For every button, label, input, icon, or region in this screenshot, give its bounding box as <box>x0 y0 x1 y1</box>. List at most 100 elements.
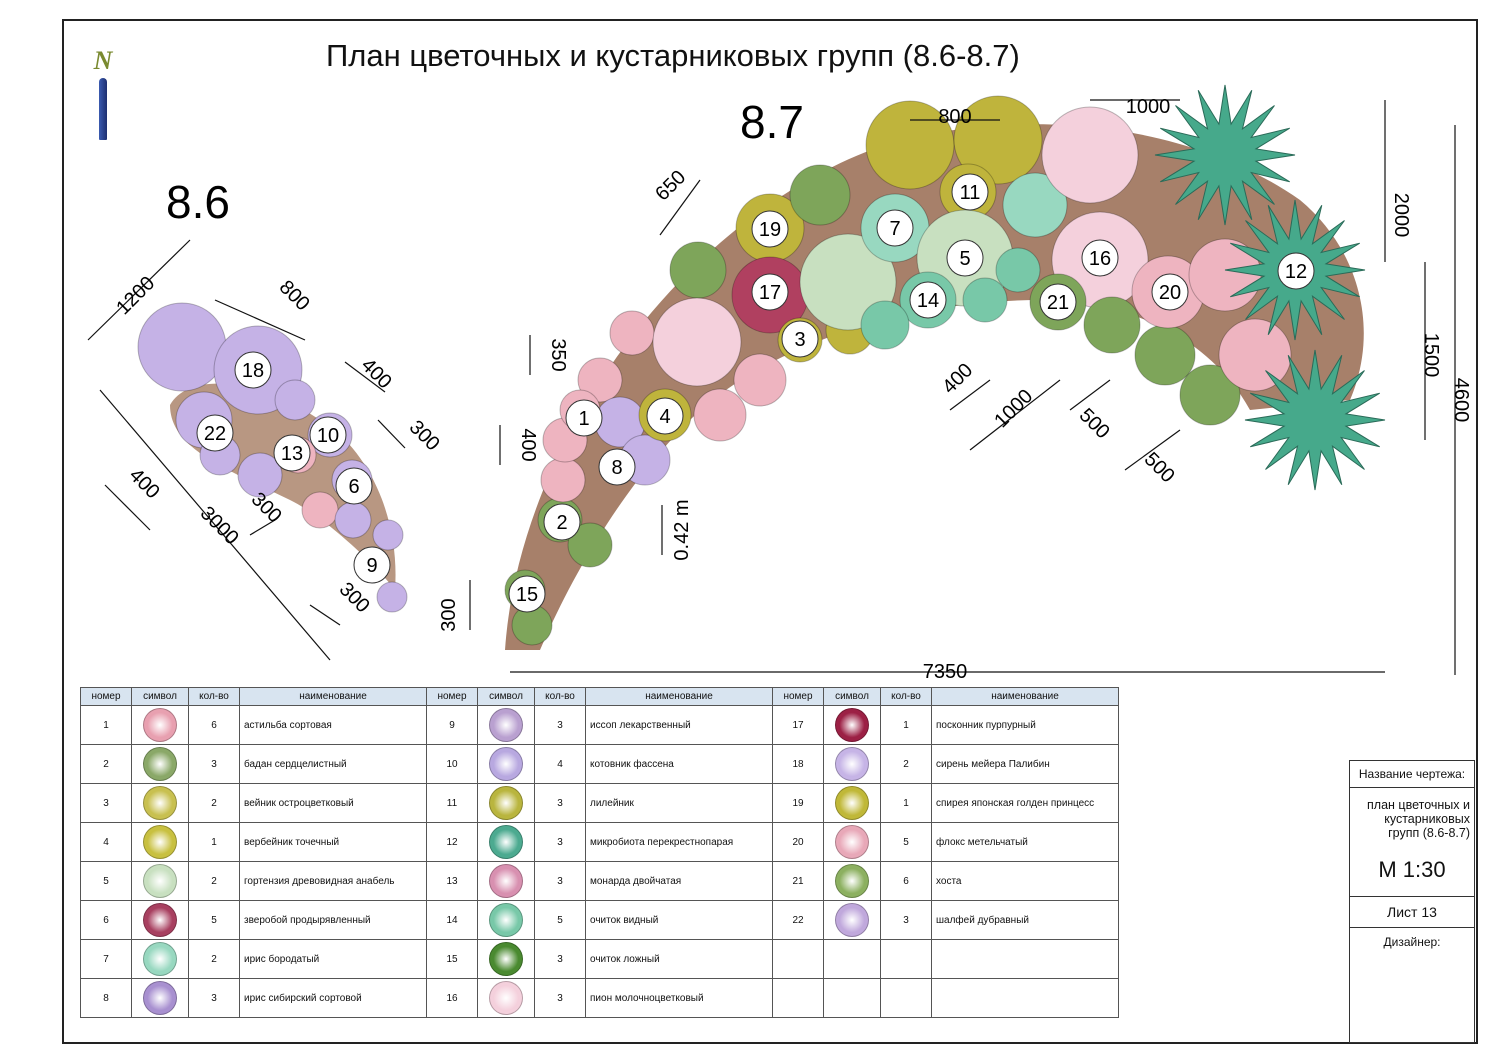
legend-symbol <box>477 744 535 784</box>
legend-plant-name: пион молочноцветковый <box>585 978 773 1018</box>
dimension-line <box>1069 379 1111 411</box>
plant-marker-circle <box>565 399 603 437</box>
plant-marker: 2 <box>543 503 581 541</box>
plant-marker-circle <box>598 448 636 486</box>
legend-row: 1 6 астильба сортовая 9 3 иссоп лекарственный… <box>80 705 1119 745</box>
legend-plant-name: астильба сортовая <box>239 705 427 745</box>
legend-symbol <box>823 705 881 745</box>
plant-symbol <box>609 310 655 356</box>
plant-marker: 16 <box>1081 239 1119 277</box>
plant-symbol-icon <box>489 747 523 781</box>
legend-count: 1 <box>188 822 240 862</box>
dimension-label: 400 <box>357 354 396 393</box>
legend-count: 2 <box>880 744 932 784</box>
plant-symbol <box>865 100 955 190</box>
legend-count: 2 <box>188 861 240 901</box>
legend-symbol <box>823 861 881 901</box>
dimension-label: 400 <box>125 464 164 503</box>
legend-plant-name: вербейник точечный <box>239 822 427 862</box>
legend-plant-name: бадан сердцелистный <box>239 744 427 784</box>
legend-plant-name: монарда двойчатая <box>585 861 773 901</box>
drawing-scale: М 1:30 <box>1350 844 1474 897</box>
dimension-label: 1000 <box>990 385 1037 432</box>
dimension-line <box>969 379 1061 451</box>
dimension-line <box>1124 429 1181 471</box>
dimension-label: 800 <box>938 106 971 128</box>
legend-count: 3 <box>188 744 240 784</box>
plant-marker-circle <box>1151 273 1189 311</box>
plant-marker-circle <box>751 210 789 248</box>
legend-plant-name: флокс метельчатый <box>931 822 1119 862</box>
legend-symbol <box>477 939 535 979</box>
legend-header-number: номер <box>426 687 478 706</box>
plant-symbol <box>577 357 623 403</box>
legend-symbol <box>131 978 189 1018</box>
plant-symbol-icon <box>835 747 869 781</box>
legend-plant-name: ирис бородатый <box>239 939 427 979</box>
plant-symbol <box>1134 324 1196 386</box>
legend-plant-name: гортензия древовидная анабель <box>239 861 427 901</box>
legend-number: 10 <box>426 744 478 784</box>
legend-table: номер символ кол-во наименование номер с… <box>80 687 1119 1018</box>
plant-marker-number: 18 <box>242 360 264 382</box>
legend-number: 20 <box>772 822 824 862</box>
legend-plant-name: микробиота перекрестнопарая <box>585 822 773 862</box>
plant-marker-circle <box>1039 283 1077 321</box>
group-label-8-7: 8.7 <box>740 96 804 148</box>
plant-marker-number: 14 <box>917 290 939 312</box>
plant-symbol-icon <box>143 903 177 937</box>
plant-marker-number: 19 <box>759 219 781 241</box>
legend-number: 18 <box>772 744 824 784</box>
plant-symbol-icon <box>489 903 523 937</box>
plant-symbol <box>567 522 613 568</box>
plant-marker: 12 <box>1277 252 1315 290</box>
legend-header-name: наименование <box>931 687 1119 706</box>
plant-symbol-icon <box>143 942 177 976</box>
group-label-8-6: 8.6 <box>166 176 230 228</box>
plant-marker-circle <box>309 416 347 454</box>
legend-count: 1 <box>880 783 932 823</box>
plant-symbol-icon <box>489 786 523 820</box>
legend-header-name: наименование <box>585 687 773 706</box>
dimension-label: 4600 <box>1450 378 1472 423</box>
dimension-label: 1500 <box>1420 333 1442 378</box>
plant-marker-circle <box>951 173 989 211</box>
dimension-line <box>104 484 151 531</box>
legend-count <box>880 939 932 979</box>
plant-symbol-icon <box>489 981 523 1015</box>
plant-marker: 20 <box>1151 273 1189 311</box>
dimension-line <box>949 379 991 411</box>
plant-symbol <box>372 519 404 551</box>
legend-row: 2 3 бадан сердцелистный 10 4 котовник фассена… <box>80 744 1119 784</box>
plant-marker-circle <box>909 281 947 319</box>
plant-symbol-icon <box>143 981 177 1015</box>
legend-symbol <box>131 861 189 901</box>
plant-symbol <box>652 297 742 387</box>
legend-number: 3 <box>80 783 132 823</box>
legend-plant-name <box>931 978 1119 1018</box>
legend-header-symbol: символ <box>823 687 881 706</box>
north-label: N <box>93 46 113 75</box>
legend-header-count: кол-во <box>534 687 586 706</box>
legend-header-number: номер <box>772 687 824 706</box>
plant-symbol-icon <box>489 825 523 859</box>
legend-row: 7 2 ирис бородатый 15 3 очиток ложный <box>80 939 1119 979</box>
legend-plant-name <box>931 939 1119 979</box>
legend-header-count: кол-во <box>188 687 240 706</box>
plant-marker: 9 <box>353 546 391 584</box>
legend-header-row: номер символ кол-во наименование номер с… <box>80 687 1119 706</box>
plant-marker: 14 <box>909 281 947 319</box>
legend-row: 6 5 зверобой продырявленный 14 5 очиток видны… <box>80 900 1119 940</box>
legend-symbol <box>823 744 881 784</box>
title-block: Название чертежа: план цветочных и куста… <box>1349 760 1475 1043</box>
legend-symbol <box>477 900 535 940</box>
plant-marker-number: 3 <box>794 329 805 351</box>
plant-marker-circle <box>234 351 272 389</box>
legend-row: 3 2 вейник остроцветковый 11 3 лилейник 19 1 спи… <box>80 783 1119 823</box>
legend-plant-name: спирея японская голден принцесс <box>931 783 1119 823</box>
dimension-label: 300 <box>438 598 460 631</box>
legend-row: 4 1 вербейник точечный 12 3 микробиота перекр… <box>80 822 1119 862</box>
legend-row: 5 2 гортензия древовидная анабель 13 3 монард… <box>80 861 1119 901</box>
plant-symbol-icon <box>835 786 869 820</box>
legend-header-name: наименование <box>239 687 427 706</box>
